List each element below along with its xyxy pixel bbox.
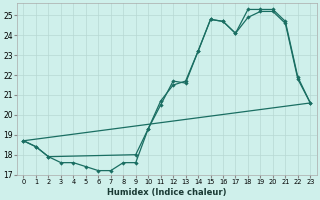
X-axis label: Humidex (Indice chaleur): Humidex (Indice chaleur) bbox=[107, 188, 227, 197]
